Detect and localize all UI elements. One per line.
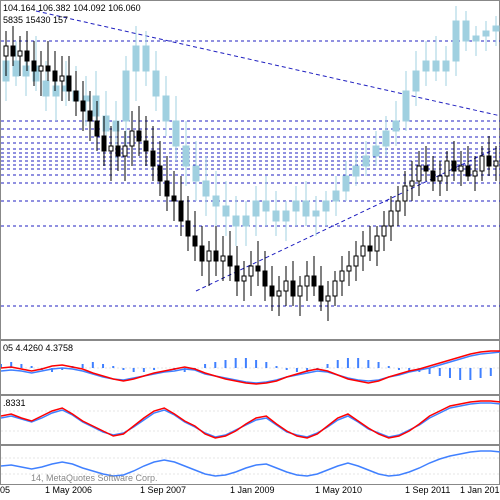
copyright-text: 14, MetaQuotes Software Corp. [31, 473, 158, 483]
xaxis-label: 1 Sep 2011 [405, 485, 450, 495]
xaxis-label: 1 Sep 2007 [140, 485, 186, 495]
price-label: 104.164 106.382 104.092 106.060 [3, 3, 141, 13]
indicator1-label: 05 4.4260 4.3758 [3, 343, 73, 353]
indicator-panel-2[interactable]: .8331 [0, 395, 500, 445]
sub-price-label: 5835 15430 157 [3, 15, 68, 25]
indicator2-svg [1, 396, 500, 446]
chart-container: 104.164 106.382 104.092 106.060 5835 154… [0, 0, 500, 500]
xaxis-label: 05 [0, 485, 10, 495]
indicator2-label: .8331 [3, 398, 26, 408]
main-chart-svg [1, 1, 500, 341]
x-axis: 05 1 May 2006 1 Sep 2007 1 Jan 2009 1 May 20… [0, 485, 500, 500]
indicator1-svg [1, 341, 500, 396]
indicator-panel-3[interactable]: 14, MetaQuotes Software Corp. [0, 445, 500, 485]
main-price-panel[interactable]: 104.164 106.382 104.092 106.060 5835 154… [0, 0, 500, 340]
xaxis-label: 1 Jan 2009 [230, 485, 275, 495]
indicator-panel-1[interactable]: 05 4.4260 4.3758 [0, 340, 500, 395]
xaxis-label: 1 Jan 2013 [460, 485, 500, 495]
xaxis-label: 1 May 2010 [315, 485, 362, 495]
xaxis-label: 1 May 2006 [45, 485, 92, 495]
